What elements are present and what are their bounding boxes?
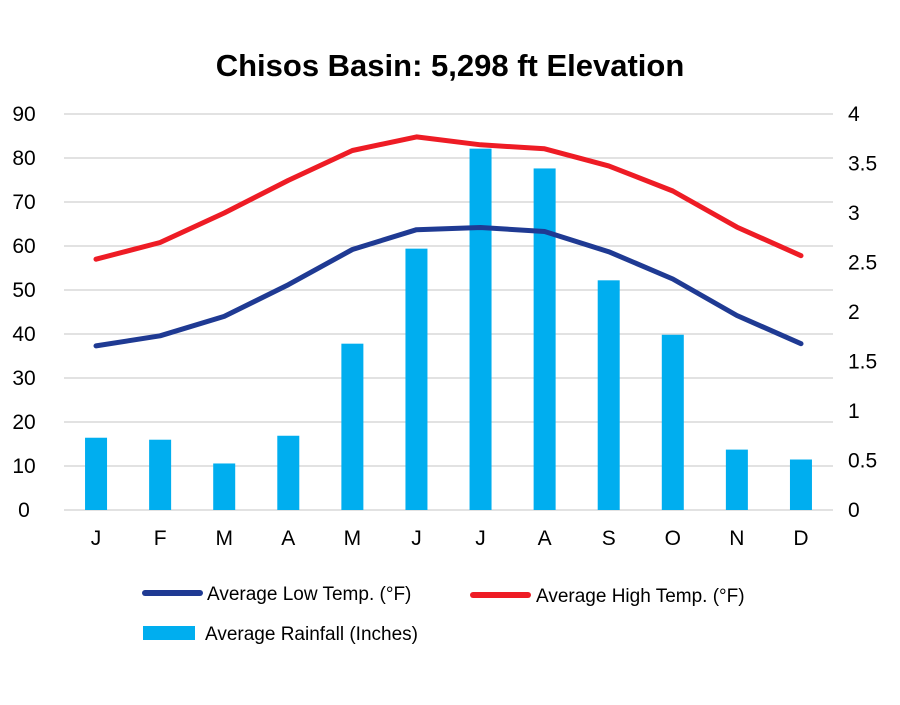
rainfall-bars — [85, 148, 812, 510]
rainfall-bar — [469, 148, 492, 510]
rainfall-bar — [213, 463, 236, 510]
legend-label: Average Rainfall (Inches) — [205, 624, 418, 645]
y-right-tick-label: 0 — [848, 499, 860, 522]
legend-swatch-bar — [143, 626, 195, 640]
y-left-tick-label: 50 — [12, 279, 35, 302]
x-tick-label: J — [475, 527, 486, 550]
rainfall-bar — [597, 280, 620, 510]
rainfall-bar — [661, 334, 684, 510]
rainfall-bar — [725, 449, 748, 510]
x-tick-label: O — [665, 527, 681, 550]
rainfall-bar — [533, 168, 556, 510]
y-right-tick-label: 1 — [848, 400, 860, 423]
rainfall-bar — [149, 439, 172, 510]
y-right-tick-label: 1.5 — [848, 351, 877, 374]
low-temp-line — [93, 225, 804, 349]
temperature-lines — [93, 134, 804, 349]
chart-title: Chisos Basin: 5,298 ft Elevation — [216, 48, 685, 83]
x-tick-label: J — [411, 527, 422, 550]
rainfall-bar — [277, 435, 300, 510]
y-right-tick-label: 0.5 — [848, 450, 877, 473]
y-left-tick-label: 20 — [12, 411, 35, 434]
x-tick-label: M — [215, 527, 233, 550]
y-right-tick-label: 3 — [848, 202, 860, 225]
y-axis-right-ticks: 0 0.5 1 1.5 2 2.5 3 3.5 4 — [848, 103, 877, 522]
rainfall-bar — [405, 248, 428, 510]
y-left-tick-label: 30 — [12, 367, 35, 390]
y-left-tick-label: 90 — [12, 103, 35, 126]
x-tick-label: F — [154, 527, 167, 550]
y-left-tick-label: 80 — [12, 147, 35, 170]
y-left-tick-label: 0 — [18, 499, 30, 522]
legend: Average Low Temp. (°F) Average High Temp.… — [142, 584, 745, 645]
legend-label: Average High Temp. (°F) — [536, 586, 745, 607]
legend-label: Average Low Temp. (°F) — [207, 584, 411, 605]
y-right-tick-label: 3.5 — [848, 153, 877, 176]
x-tick-label: N — [729, 527, 744, 550]
x-tick-label: A — [538, 527, 552, 550]
x-tick-label: S — [602, 527, 616, 550]
high-temp-line — [93, 134, 804, 262]
y-left-tick-label: 40 — [12, 323, 35, 346]
y-right-tick-label: 2 — [848, 301, 860, 324]
y-right-tick-label: 4 — [848, 103, 860, 126]
x-tick-label: M — [344, 527, 362, 550]
y-right-tick-label: 2.5 — [848, 252, 877, 275]
x-tick-label: D — [793, 527, 808, 550]
y-left-tick-label: 60 — [12, 235, 35, 258]
rainfall-bar — [341, 343, 364, 510]
y-left-tick-label: 10 — [12, 455, 35, 478]
gridlines — [64, 113, 833, 511]
rainfall-bar — [789, 459, 812, 510]
rainfall-bar — [85, 437, 108, 510]
x-tick-label: J — [91, 527, 102, 550]
x-tick-label: A — [281, 527, 295, 550]
y-axis-left-ticks: 0 10 20 30 40 50 60 70 80 90 — [12, 103, 35, 522]
y-left-tick-label: 70 — [12, 191, 35, 214]
